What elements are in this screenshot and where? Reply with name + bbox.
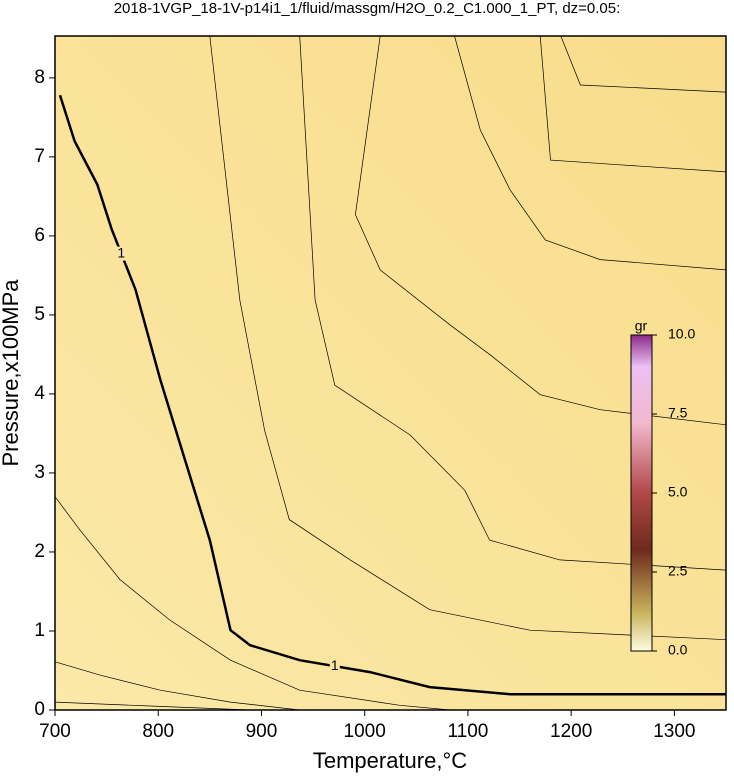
y-tick-label: 8 <box>34 67 45 88</box>
contour-line <box>355 35 727 426</box>
colorbar-tick-label: 0.0 <box>668 642 688 658</box>
contour-line <box>560 35 727 93</box>
contour-line <box>54 496 451 711</box>
x-axis-label: Temperature,°C <box>313 748 467 773</box>
x-tick-label: 800 <box>142 721 174 742</box>
x-tick-label: 700 <box>39 721 71 742</box>
x-tick-label: 1200 <box>550 721 592 742</box>
y-tick-label: 4 <box>34 383 45 404</box>
colorbar <box>630 334 653 652</box>
plot-background <box>55 36 726 710</box>
x-tick-label: 900 <box>246 721 278 742</box>
colorbar-tick-label: 7.5 <box>668 405 688 421</box>
y-tick-label: 6 <box>34 225 45 246</box>
contour-line <box>54 701 251 711</box>
y-tick-label: 0 <box>34 699 45 720</box>
x-tick-label: 1100 <box>447 721 488 742</box>
contour-line <box>299 35 727 571</box>
y-axis-label: Pressure,x100MPa <box>0 279 23 467</box>
x-tick-label: 1000 <box>344 721 386 742</box>
contour-label: 1 <box>331 657 339 673</box>
colorbar-tick-label: 10.0 <box>668 326 695 342</box>
y-tick-label: 5 <box>34 304 45 325</box>
contour-label: 1 <box>117 244 125 260</box>
y-tick-label: 1 <box>34 620 45 641</box>
plot-frame <box>54 35 727 711</box>
contour-label-bg <box>116 246 127 261</box>
contour-line <box>539 35 727 173</box>
y-tick-label: 3 <box>34 462 45 483</box>
colorbar-label: gr <box>635 318 648 334</box>
x-tick-label: 1300 <box>653 721 695 742</box>
contour-line <box>58 94 726 696</box>
contour-line <box>454 35 727 271</box>
contour-line <box>209 35 727 641</box>
colorbar-tick-label: 2.5 <box>668 563 688 579</box>
contour-line <box>54 661 300 711</box>
chart-title: 2018-1VGP_18-1V-p14i1_1/fluid/massgm/H2O… <box>114 0 621 17</box>
y-tick-label: 2 <box>34 541 45 562</box>
colorbar-tick-label: 5.0 <box>668 484 688 500</box>
y-tick-label: 7 <box>34 146 45 167</box>
contour-label-bg <box>329 659 340 674</box>
